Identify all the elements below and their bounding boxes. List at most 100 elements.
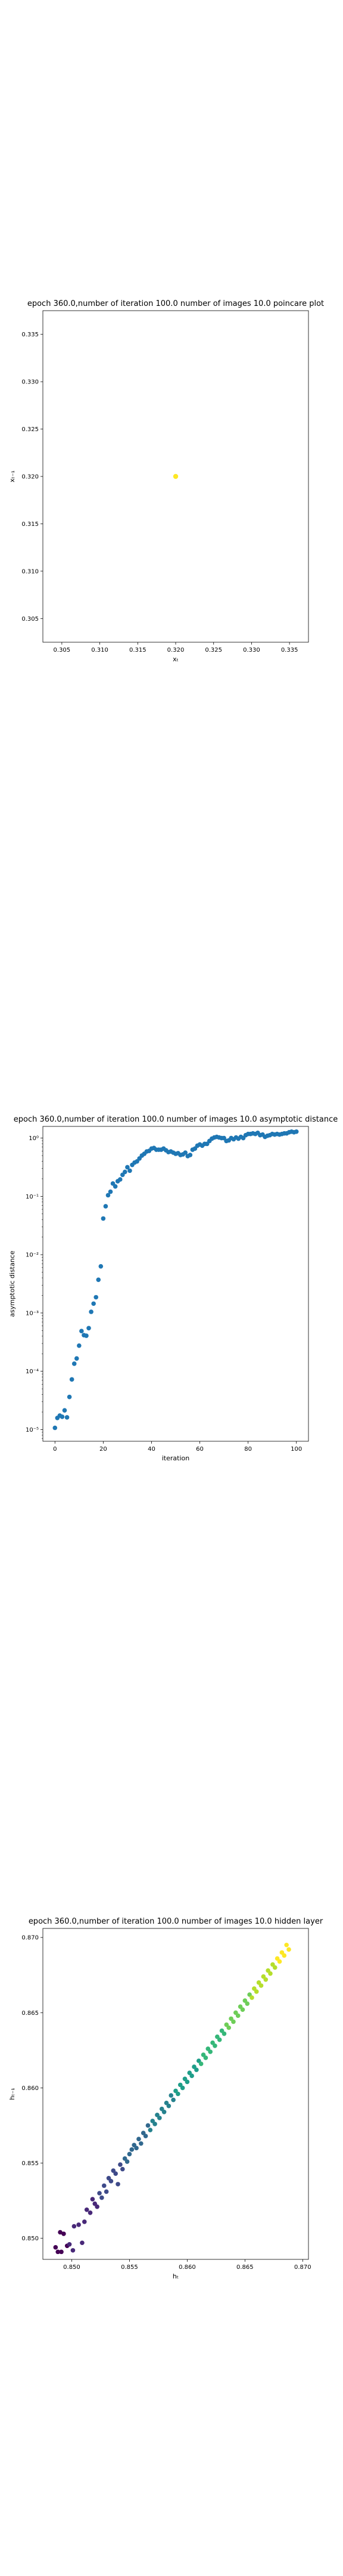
y-tick-label: 0.335 — [21, 332, 39, 338]
data-point — [189, 2073, 194, 2079]
y-tick-label: 0.325 — [21, 426, 39, 433]
data-point — [79, 1329, 84, 1333]
data-point — [171, 2097, 176, 2103]
data-point — [58, 2230, 63, 2235]
data-point — [89, 1309, 93, 1314]
data-point — [59, 2249, 64, 2255]
x-axis-label: xₜ — [173, 655, 179, 663]
x-tick-label: 20 — [99, 1446, 107, 1453]
x-axis-label: iteration — [162, 1454, 189, 1462]
data-point — [277, 1959, 282, 1964]
data-point — [180, 2085, 185, 2091]
x-tick-label: 0.860 — [179, 2264, 196, 2271]
data-point — [80, 2240, 85, 2246]
data-point — [129, 2147, 135, 2152]
data-point — [250, 1995, 254, 2000]
data-point — [69, 1377, 74, 1382]
x-tick-label: 0.335 — [281, 647, 298, 654]
x-axis-label: hₜ — [173, 2272, 179, 2280]
data-point — [91, 1301, 96, 1306]
data-point — [136, 2137, 141, 2141]
data-point — [245, 2001, 250, 2006]
data-point — [294, 1129, 299, 1134]
data-point — [194, 2067, 199, 2072]
data-point — [145, 2123, 151, 2128]
data-point — [263, 1977, 269, 1982]
data-point — [173, 473, 179, 479]
data-point — [134, 2145, 139, 2151]
y-tick-label: 10⁻⁵ — [26, 1427, 39, 1433]
chart-title: epoch 360.0,number of iteration 100.0 nu… — [14, 1115, 338, 1124]
data-point — [103, 1204, 108, 1209]
x-tick-label: 0.325 — [205, 647, 222, 654]
data-point — [123, 1169, 127, 1175]
data-point — [143, 2134, 148, 2138]
y-tick-label: 10⁻³ — [26, 1310, 39, 1317]
data-point — [152, 2122, 157, 2126]
chart-title: epoch 360.0,number of iteration 100.0 nu… — [27, 299, 324, 308]
data-point — [105, 1193, 111, 1198]
data-point — [235, 2013, 241, 2018]
data-point — [67, 2241, 72, 2247]
x-tick-label: 0.865 — [236, 2264, 254, 2271]
data-point — [183, 1150, 188, 1155]
y-tick-label: 0.315 — [21, 521, 39, 528]
data-point — [62, 1408, 67, 1413]
y-tick-label: 0.310 — [21, 568, 39, 575]
data-point — [258, 1983, 264, 1988]
data-point — [108, 1189, 113, 1194]
data-point — [98, 1264, 104, 1269]
data-point — [99, 2195, 104, 2200]
data-point — [86, 1326, 91, 1331]
data-point — [125, 1165, 130, 1170]
data-point — [217, 2037, 222, 2042]
data-point — [104, 2189, 109, 2194]
y-axis-label: asymptotic distance — [8, 1250, 16, 1317]
y-tick-label: 10⁻⁴ — [26, 1368, 39, 1375]
data-point — [97, 2191, 102, 2196]
y-tick-label: 10⁰ — [29, 1135, 39, 1142]
data-point — [90, 2197, 95, 2202]
data-point — [60, 1414, 65, 1419]
y-tick-label: 0.320 — [21, 474, 39, 481]
x-tick-label: 0.305 — [54, 647, 71, 654]
data-point — [52, 1425, 58, 1431]
data-point — [84, 2207, 89, 2212]
data-point — [198, 2061, 204, 2066]
data-point — [169, 2093, 174, 2098]
plot-frame — [42, 1928, 309, 2260]
data-point — [77, 1343, 82, 1348]
data-point — [55, 2249, 61, 2255]
data-point — [188, 1153, 193, 1157]
data-point — [118, 2162, 123, 2167]
x-tick-label: 0.310 — [91, 647, 108, 654]
data-point — [120, 2166, 125, 2172]
data-point — [268, 1971, 273, 1976]
data-point — [185, 2079, 190, 2085]
data-point — [127, 1168, 132, 1174]
data-point — [82, 2219, 87, 2224]
asymptotic-distance-plot: epoch 360.0,number of iteration 100.0 nu… — [8, 1115, 338, 1462]
data-point — [284, 1942, 289, 1948]
y-tick-label: 0.865 — [21, 2010, 39, 2017]
data-point — [88, 2210, 93, 2215]
data-point — [53, 2245, 58, 2250]
data-point — [161, 2109, 167, 2114]
data-point — [117, 1177, 123, 1182]
y-axis-label: xₜ₋₁ — [8, 470, 16, 482]
x-tick-label: 0.330 — [243, 647, 260, 654]
data-point — [93, 1295, 98, 1300]
data-point — [240, 2007, 245, 2012]
data-point — [286, 1947, 291, 1952]
data-point — [127, 2151, 132, 2157]
data-point — [76, 2222, 81, 2227]
x-tick-label: 100 — [291, 1446, 302, 1453]
y-tick-label: 10⁻¹ — [26, 1194, 39, 1200]
data-point — [113, 2171, 118, 2176]
data-point — [113, 1184, 118, 1189]
x-tick-label: 0.850 — [63, 2264, 80, 2271]
data-point — [139, 2141, 144, 2146]
data-point — [203, 2055, 208, 2060]
data-point — [74, 1356, 79, 1361]
